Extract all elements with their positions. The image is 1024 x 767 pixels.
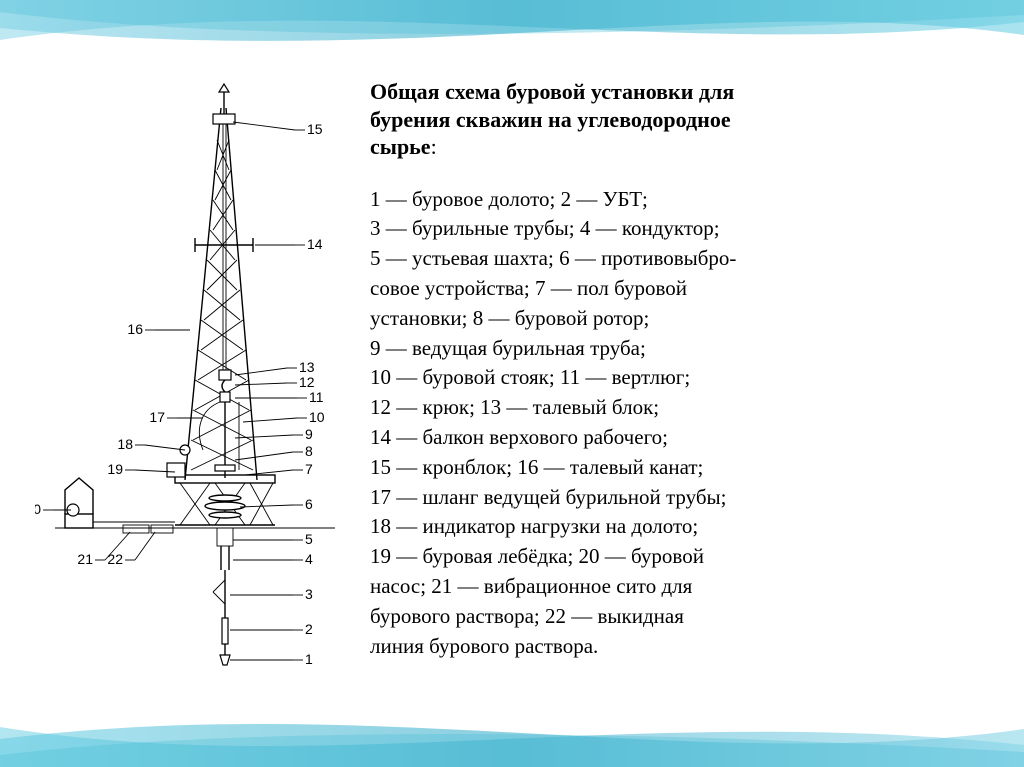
callout-12: 12 — [299, 374, 315, 390]
diagram-title: Общая схема буровой установки для бурени… — [370, 78, 990, 161]
callout-4: 4 — [305, 551, 313, 567]
callout-2: 2 — [305, 621, 313, 637]
callout-10: 10 — [309, 409, 325, 425]
callout-15: 15 — [307, 121, 323, 137]
callout-9: 9 — [305, 426, 313, 442]
title-line-3: сырье — [370, 134, 431, 159]
callout-5: 5 — [305, 531, 313, 547]
title-line-1: Общая схема буровой установки для — [370, 79, 734, 104]
callout-1: 1 — [305, 651, 313, 667]
title-line-2: бурения скважин на углеводородное — [370, 107, 731, 132]
title-colon: : — [431, 134, 437, 159]
callout-17: 17 — [149, 409, 165, 425]
callout-3: 3 — [305, 586, 313, 602]
callout-18: 18 — [117, 436, 133, 452]
slide: 16171819202122151413121110987654321 Обща… — [0, 0, 1024, 767]
decor-top — [0, 0, 1024, 70]
callout-21: 21 — [77, 551, 93, 567]
callout-13: 13 — [299, 359, 315, 375]
callout-11: 11 — [309, 389, 324, 405]
callout-7: 7 — [305, 461, 313, 477]
callout-16: 16 — [127, 321, 143, 337]
decor-bottom — [0, 697, 1024, 767]
callout-8: 8 — [305, 443, 313, 459]
drilling-rig-diagram: 16171819202122151413121110987654321 — [35, 70, 355, 690]
callout-14: 14 — [307, 236, 323, 252]
text-block: Общая схема буровой установки для бурени… — [370, 78, 990, 662]
callout-22: 22 — [107, 551, 123, 567]
callout-20: 20 — [35, 501, 41, 517]
callout-6: 6 — [305, 496, 313, 512]
callout-19: 19 — [107, 461, 123, 477]
legend-list: 1 — буровое долото; 2 — УБТ; 3 — бурильн… — [370, 185, 990, 662]
